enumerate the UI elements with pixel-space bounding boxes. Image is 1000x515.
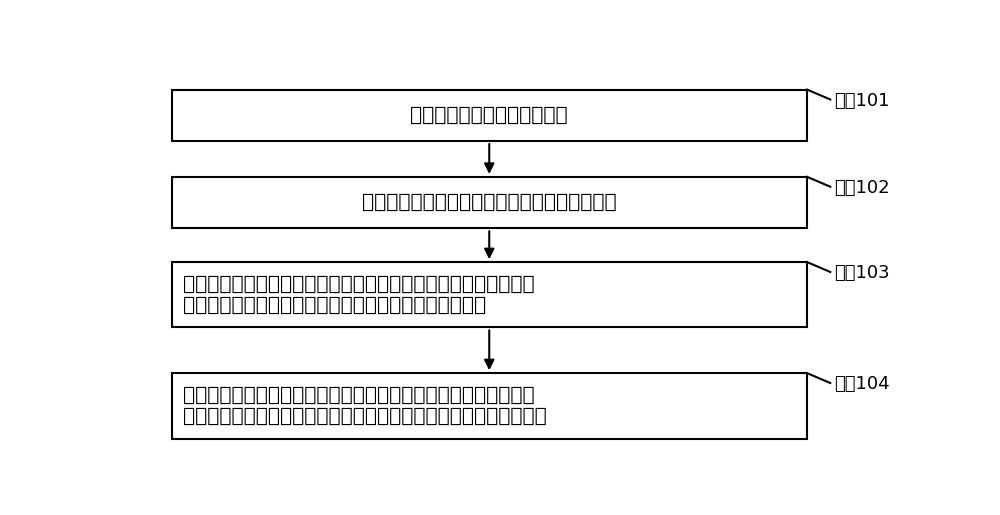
Text: 步骤103: 步骤103: [834, 264, 890, 282]
Bar: [172, 90, 807, 141]
Text: 遵循输入脉冲间隔分布的所述梯形成形滤波器的达峰时间: 遵循输入脉冲间隔分布的所述梯形成形滤波器的达峰时间: [183, 296, 486, 315]
Bar: [172, 177, 807, 228]
Bar: [172, 373, 807, 439]
Text: 基于所述上升时间对每个探测到的射线脉冲信号分别单独确认所述: 基于所述上升时间对每个探测到的射线脉冲信号分别单独确认所述: [183, 386, 535, 405]
Text: 梯形成形滤波器的平顶时间，以基于所述平顶时间弥补弹道亏损效应: 梯形成形滤波器的平顶时间，以基于所述平顶时间弥补弹道亏损效应: [183, 407, 547, 425]
Text: 步骤104: 步骤104: [834, 375, 890, 393]
Text: 步骤101: 步骤101: [834, 92, 890, 110]
Text: 获取实际输入信号的上升时间: 获取实际输入信号的上升时间: [410, 106, 568, 125]
Text: 步骤102: 步骤102: [834, 179, 890, 197]
Text: 基于所述上升时间确定相邻入射脉冲的时间间隔: 基于所述上升时间确定相邻入射脉冲的时间间隔: [362, 193, 617, 212]
Text: 基于所述时间间隔对每个探测到的射线信号分别单独确定，随机并: 基于所述时间间隔对每个探测到的射线信号分别单独确定，随机并: [183, 275, 535, 294]
Bar: [172, 262, 807, 328]
